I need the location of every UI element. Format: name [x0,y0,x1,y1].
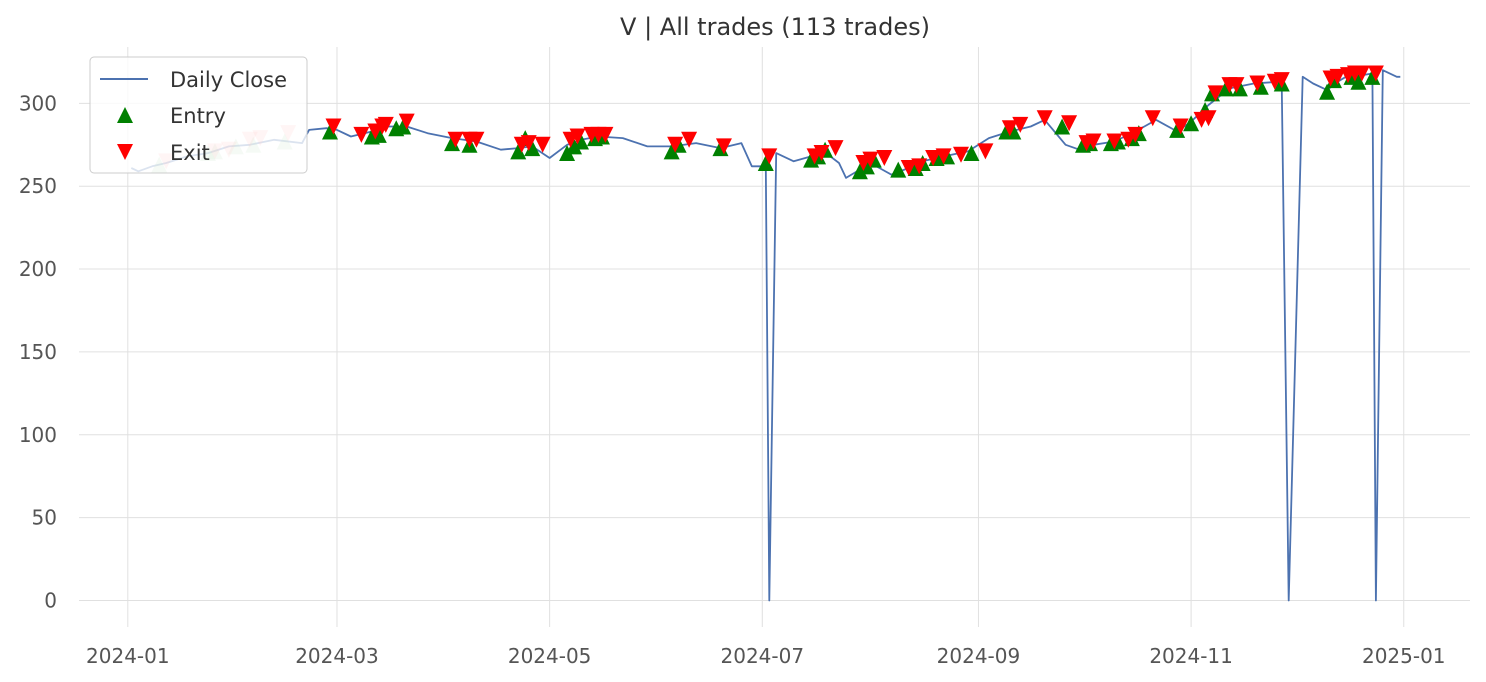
exit-marker [935,148,952,165]
x-tick-label: 2025-01 [1362,644,1446,668]
entry-marker [890,161,907,178]
entry-marker [1217,80,1234,97]
legend: Daily Close Entry Exit [89,56,308,174]
entry-marker [566,138,583,155]
x-tick-label: 2024-03 [295,644,379,668]
exit-marker [468,131,485,148]
entry-marker [444,135,461,152]
exit-marker [1172,118,1189,135]
exit-marker [1106,133,1123,150]
exit-marker [862,151,879,168]
exit-marker [1228,77,1245,94]
entry-marker [1054,118,1071,135]
legend-label-daily-close: Daily Close [170,68,287,92]
exit-marker [1001,120,1018,137]
exit-marker [1012,116,1029,133]
exit-marker [398,113,415,130]
exit-marker [1200,110,1217,127]
y-tick-label: 50 [32,506,57,530]
exit-marker [1036,110,1053,127]
exit-marker [953,146,970,163]
y-tick-label: 150 [19,340,57,364]
entry-marker [1231,80,1248,97]
exit-marker [911,158,928,175]
exit-marker [876,150,893,167]
legend-label-entry: Entry [170,104,226,128]
entry-marker [1183,115,1200,132]
exit-marker [569,128,586,145]
exit-marker [1353,65,1370,82]
exit-marker [715,138,732,155]
entry-marker [573,133,590,150]
plot-area [130,65,1401,602]
entry-marker [1169,121,1186,138]
entry-marker [963,145,980,162]
chart-title: V | All trades (113 trades) [620,13,930,41]
legend-exit-marker [117,144,133,160]
entry-marker [1005,123,1022,140]
exit-marker [1207,85,1224,102]
entry-marker [1319,83,1336,100]
entry-marker [524,140,541,157]
entry-marker [1252,78,1269,95]
exit-marker [1144,110,1161,127]
exit-marker [377,116,394,133]
y-tick-label: 300 [19,91,57,115]
exit-marker [977,143,994,160]
exit-marker [1273,72,1290,89]
x-tick-label: 2024-07 [721,644,805,668]
exit-marker [1249,75,1266,92]
x-tick-label: 2024-09 [937,644,1021,668]
exit-marker [761,148,778,165]
exit-marker [1085,133,1102,150]
x-tick-label: 2024-11 [1149,644,1233,668]
y-tick-label: 100 [19,423,57,447]
legend-entry-marker [117,107,133,123]
y-tick-label: 250 [19,174,57,198]
exit-marker [1127,126,1144,143]
entry-marker [757,155,774,171]
entry-marker [851,163,868,180]
exit-marker [1061,115,1078,132]
entry-marker [510,143,527,160]
entry-marker [1350,73,1367,90]
exit-marker [353,126,370,143]
exit-marker [447,131,464,148]
x-tick-label: 2024-01 [86,644,170,668]
exit-marker [667,136,684,153]
exit-marker [534,136,551,153]
y-tick-label: 200 [19,257,57,281]
entry-marker [322,123,339,140]
exit-marker [681,131,698,148]
exit-marker [827,140,844,157]
y-tick-label: 0 [44,588,57,612]
legend-label-exit: Exit [170,141,210,165]
x-axis-ticks: 2024-01 2024-03 2024-05 2024-07 2024-09 2024-… [86,644,1446,668]
exit-marker [597,126,614,143]
x-tick-label: 2024-05 [508,644,592,668]
exit-marker [900,159,917,176]
exit-marker [325,118,342,135]
y-axis-ticks: 0 50 100 150 200 250 300 [19,91,57,612]
exit-marker [1329,68,1346,85]
legend-box [89,56,308,174]
exit-marker [1367,65,1384,82]
entry-marker [370,126,387,143]
entry-marker [1364,68,1381,85]
exit-marker [520,135,537,152]
entry-marker [395,118,412,135]
exit-marker [813,145,830,162]
exit-marker [925,150,942,167]
